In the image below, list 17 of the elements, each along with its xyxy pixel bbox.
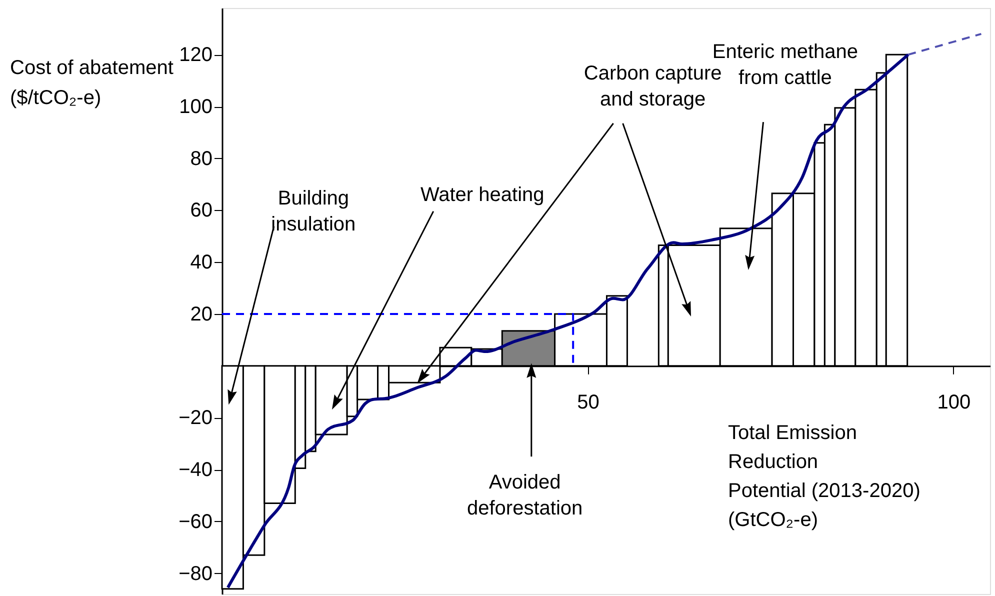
annotation: Building insulation bbox=[271, 187, 356, 236]
y-tick-label: 60 bbox=[190, 200, 212, 222]
y-axis-title: Cost of abatement ($/tCO₂-e) bbox=[10, 57, 174, 109]
x-axis-title: Total Emission Reduction Potential (2013-2020) (GtCO₂-e) bbox=[728, 422, 920, 531]
y-tick-label: 100 bbox=[179, 96, 212, 118]
x-tick-label: 50 bbox=[577, 391, 600, 414]
annotation: Water heating bbox=[420, 184, 544, 206]
y-tick-label: 80 bbox=[190, 148, 212, 170]
y-tick-label: 40 bbox=[190, 252, 212, 274]
y-tick-label: 120 bbox=[179, 44, 212, 66]
y-tick-label: −80 bbox=[178, 562, 212, 585]
y-tick-label: −60 bbox=[178, 510, 212, 533]
annotation: Carbon capture and storage bbox=[584, 62, 722, 111]
y-tick-label: 20 bbox=[190, 303, 212, 326]
y-tick-label: −20 bbox=[178, 407, 212, 430]
y-tick-label: −40 bbox=[178, 459, 212, 482]
annotation: Avoided deforestation bbox=[466, 472, 583, 520]
